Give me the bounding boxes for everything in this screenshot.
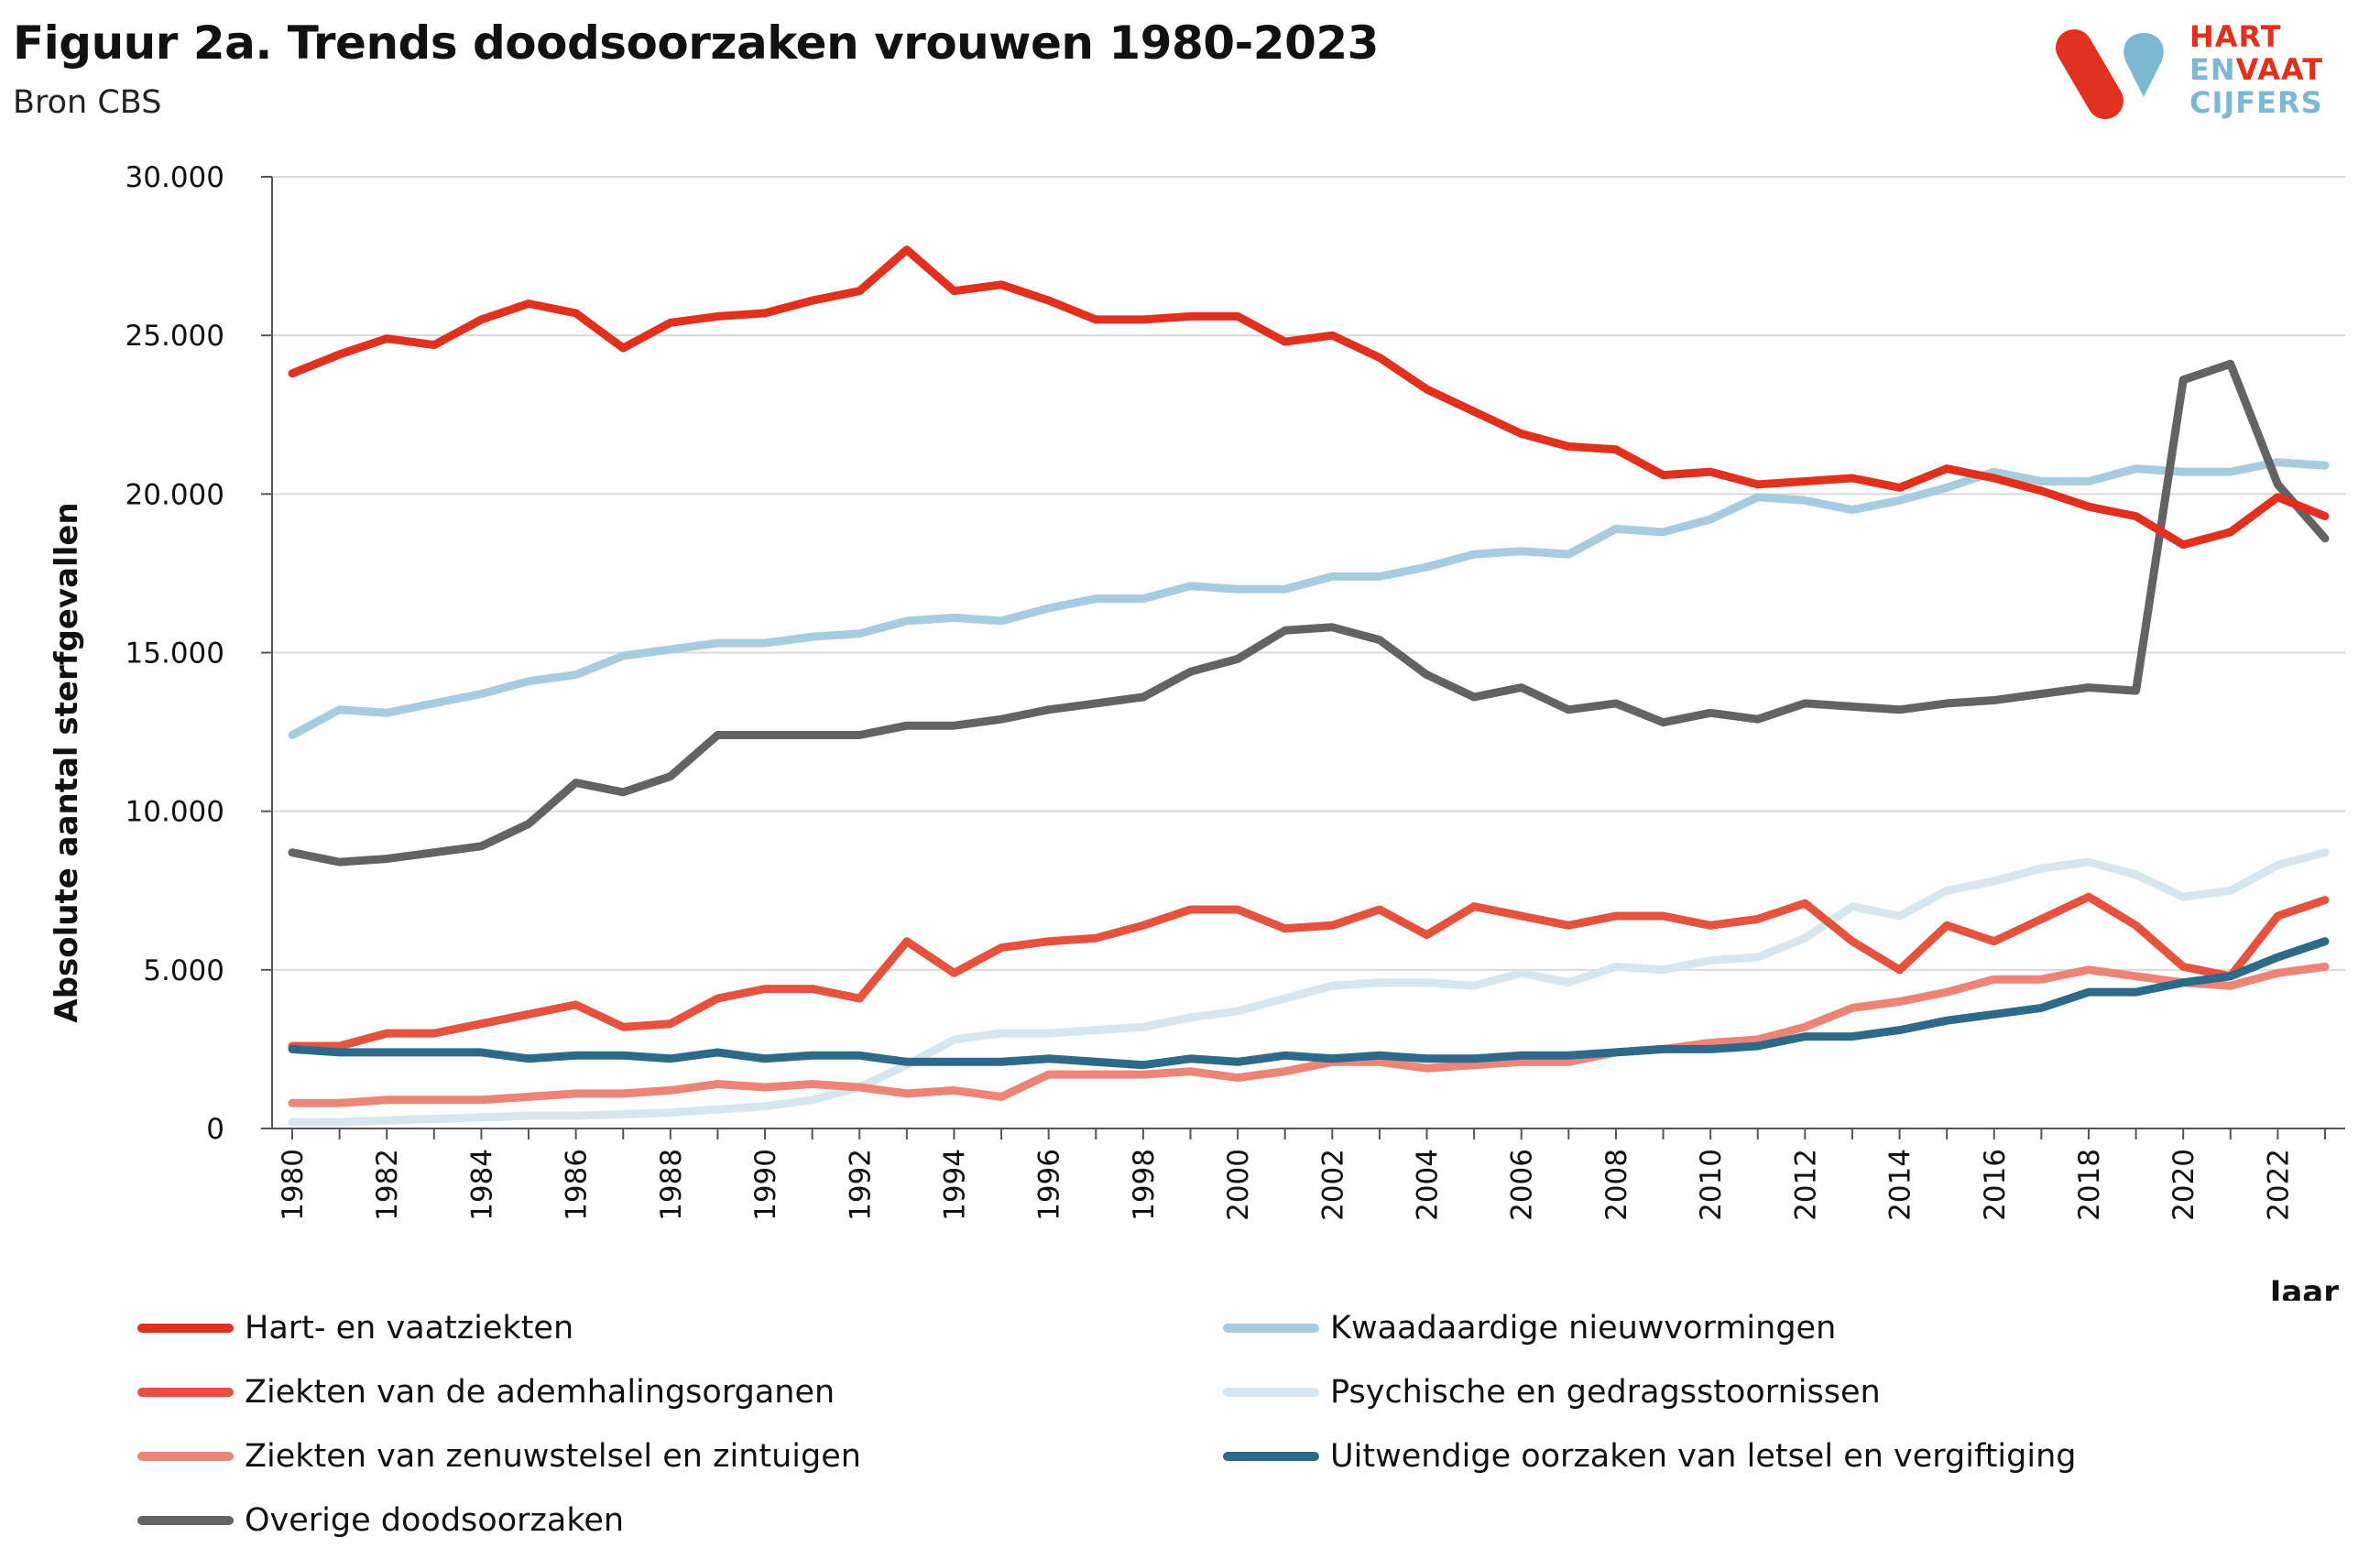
chart-title: Figuur 2a. Trends doodsoorzaken vrouwen … <box>13 16 1379 70</box>
series-line <box>288 359 2330 867</box>
logo-line-2b: VAAT <box>2235 52 2324 87</box>
legend-item: Ziekten van zenuwstelsel en zintuigen <box>137 1429 861 1484</box>
legend-swatch <box>137 1388 234 1397</box>
legend-item: Ziekten van de ademhalingsorganen <box>137 1365 835 1420</box>
legend-item: Psychische en gedragsstoornissen <box>1223 1365 1881 1420</box>
series-line <box>288 245 2330 550</box>
axes <box>261 176 2345 1139</box>
logo-line-1: HART <box>2189 19 2282 54</box>
legend-label: Uitwendige oorzaken van letsel en vergif… <box>1330 1438 2077 1475</box>
legend-label: Kwaadaardige nieuwvormingen <box>1330 1310 1837 1346</box>
logo-line-3: CIJFERS <box>2189 85 2323 120</box>
x-tick-label: 2008 <box>1600 1149 1633 1221</box>
x-tick-label: 2002 <box>1316 1149 1349 1221</box>
y-tick-label: 5.000 <box>143 954 224 987</box>
legend-item: Uitwendige oorzaken van letsel en vergif… <box>1223 1429 2077 1484</box>
x-tick-label: 2006 <box>1506 1149 1539 1221</box>
legend-label: Hart- en vaatziekten <box>245 1310 574 1346</box>
x-tick-label: 2014 <box>1884 1149 1917 1221</box>
legend-item: Overige doodsoorzaken <box>137 1493 624 1548</box>
x-tick-label: 2010 <box>1695 1149 1728 1221</box>
x-tick-label: 1986 <box>561 1149 594 1221</box>
y-tick-label: 10.000 <box>126 796 224 829</box>
legend: Hart- en vaatziekten Kwaadaardige nieuwvo… <box>137 1301 2244 1539</box>
logo-blue-drop-icon <box>2123 33 2164 97</box>
x-tick-label: 1988 <box>655 1149 688 1221</box>
x-tick-label: 1996 <box>1033 1149 1066 1221</box>
series-line <box>288 937 2330 1070</box>
legend-label: Psychische en gedragsstoornissen <box>1330 1374 1881 1411</box>
x-tick-label: 2018 <box>2073 1149 2106 1221</box>
y-tick-label: 15.000 <box>126 638 224 670</box>
hartenvaat-logo: HART ENVAAT CIJFERS <box>2052 20 2354 121</box>
legend-label: Overige doodsoorzaken <box>245 1502 625 1539</box>
x-tick-label: 1992 <box>844 1149 877 1221</box>
x-axis-ticks: 1980 1982 1984 1986 1988 1990 1992 1994 1996 1998… <box>277 1149 2295 1221</box>
legend-item: Kwaadaardige nieuwvormingen <box>1223 1301 1836 1356</box>
chart-subtitle: Bron CBS <box>13 84 162 121</box>
y-axis-label: Absolute aantal sterfgevallen <box>49 502 85 1022</box>
logo-line-2a: EN <box>2189 52 2236 87</box>
x-tick-label: 2022 <box>2262 1149 2295 1221</box>
x-tick-label: 1998 <box>1128 1149 1161 1221</box>
legend-swatch <box>137 1324 234 1333</box>
x-tick-label: 1990 <box>749 1149 782 1221</box>
legend-swatch <box>1223 1452 1319 1461</box>
legend-item: Hart- en vaatziekten <box>137 1301 573 1356</box>
logo-line-2: ENVAAT <box>2189 53 2364 86</box>
x-tick-label: 2004 <box>1412 1149 1445 1221</box>
x-tick-label: 1982 <box>371 1149 404 1221</box>
x-axis-label: Jaar <box>2268 1274 2340 1301</box>
y-tick-label: 20.000 <box>126 478 224 511</box>
legend-label: Ziekten van zenuwstelsel en zintuigen <box>245 1438 861 1475</box>
x-tick-label: 1994 <box>938 1149 971 1221</box>
x-tick-label: 2012 <box>1789 1149 1822 1221</box>
series-line <box>288 962 2330 1107</box>
legend-swatch <box>137 1516 234 1525</box>
legend-swatch <box>1223 1324 1319 1333</box>
series-line <box>288 892 2330 1051</box>
y-axis-ticks: 0 5.000 10.000 15.000 20.000 25.000 30.000 <box>126 161 224 1146</box>
legend-label: Ziekten van de ademhalingsorganen <box>245 1374 835 1411</box>
logo-red-stroke-icon <box>2056 29 2123 119</box>
x-tick-label: 2020 <box>2167 1149 2200 1221</box>
series-lines <box>288 245 2330 1127</box>
line-chart: 0 5.000 10.000 15.000 20.000 25.000 30.000 198… <box>49 161 2345 1301</box>
x-tick-label: 2016 <box>1979 1149 2012 1221</box>
logo-wordmark: HART ENVAAT CIJFERS <box>2189 20 2364 119</box>
y-tick-label: 30.000 <box>126 161 224 194</box>
legend-swatch <box>137 1452 234 1461</box>
series-line <box>288 848 2330 1127</box>
legend-swatch <box>1223 1388 1319 1397</box>
x-tick-label: 1984 <box>465 1149 498 1221</box>
x-tick-label: 2000 <box>1222 1149 1255 1221</box>
y-tick-label: 0 <box>206 1113 224 1146</box>
logo-mark-icon <box>2056 29 2164 119</box>
x-tick-label: 1980 <box>277 1149 310 1221</box>
y-tick-label: 25.000 <box>126 320 224 353</box>
gridlines <box>272 176 2345 971</box>
